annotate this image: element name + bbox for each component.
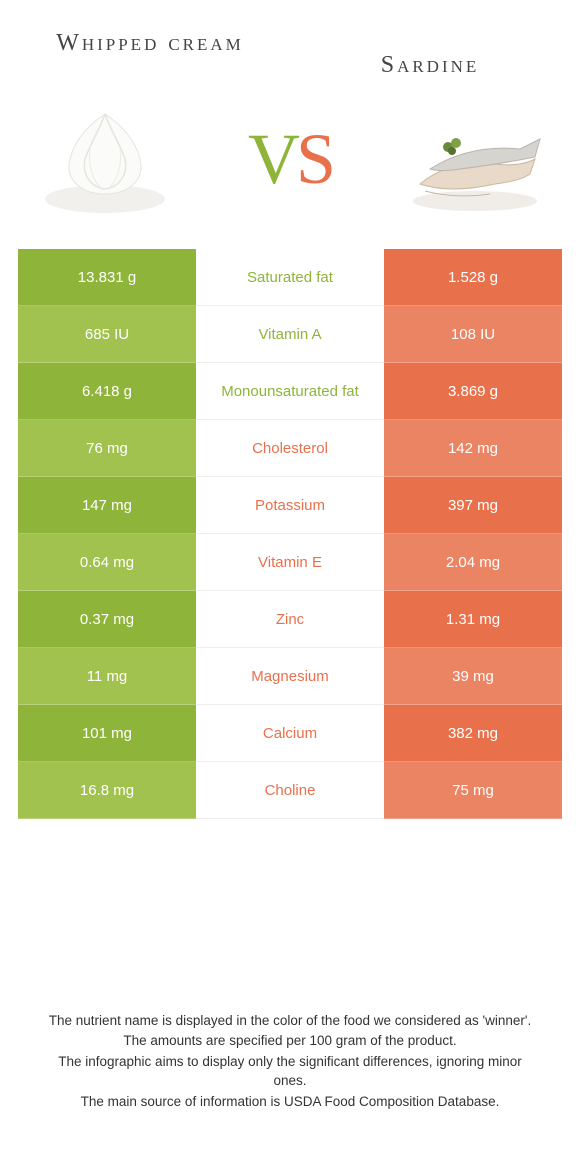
left-value: 76 mg (18, 420, 196, 477)
food-title-left: Whipped cream (50, 30, 250, 79)
nutrient-label: Choline (196, 762, 384, 819)
nutrient-label: Vitamin E (196, 534, 384, 591)
table-row: 0.37 mgZinc1.31 mg (18, 591, 562, 648)
table-row: 101 mgCalcium382 mg (18, 705, 562, 762)
vs-label: VS (248, 118, 332, 201)
table-row: 6.418 gMonounsaturated fat3.869 g (18, 363, 562, 420)
nutrient-label: Saturated fat (196, 249, 384, 306)
table-row: 16.8 mgCholine75 mg (18, 762, 562, 819)
table-row: 685 IUVitamin A108 IU (18, 306, 562, 363)
nutrient-label: Calcium (196, 705, 384, 762)
left-value: 16.8 mg (18, 762, 196, 819)
hero-row: VS (0, 89, 580, 249)
nutrient-label: Monounsaturated fat (196, 363, 384, 420)
left-value: 11 mg (18, 648, 196, 705)
right-value: 1.31 mg (384, 591, 562, 648)
right-value: 39 mg (384, 648, 562, 705)
footnote-line: The amounts are specified per 100 gram o… (40, 1032, 540, 1051)
sardine-icon (400, 99, 550, 219)
right-value: 3.869 g (384, 363, 562, 420)
nutrient-table: 13.831 gSaturated fat1.528 g685 IUVitami… (18, 249, 562, 819)
right-value: 142 mg (384, 420, 562, 477)
nutrient-label: Vitamin A (196, 306, 384, 363)
left-value: 0.64 mg (18, 534, 196, 591)
nutrient-label: Zinc (196, 591, 384, 648)
table-row: 13.831 gSaturated fat1.528 g (18, 249, 562, 306)
right-value: 382 mg (384, 705, 562, 762)
left-value: 6.418 g (18, 363, 196, 420)
footnote-line: The main source of information is USDA F… (40, 1093, 540, 1112)
footnotes: The nutrient name is displayed in the co… (0, 1012, 580, 1114)
right-value: 75 mg (384, 762, 562, 819)
right-value: 397 mg (384, 477, 562, 534)
right-value: 108 IU (384, 306, 562, 363)
left-value: 101 mg (18, 705, 196, 762)
nutrient-label: Potassium (196, 477, 384, 534)
food-title-right: Sardine (330, 52, 530, 79)
nutrient-label: Cholesterol (196, 420, 384, 477)
header: Whipped cream Sardine (0, 0, 580, 89)
left-value: 685 IU (18, 306, 196, 363)
vs-s: S (296, 118, 332, 201)
table-row: 0.64 mgVitamin E2.04 mg (18, 534, 562, 591)
right-value: 1.528 g (384, 249, 562, 306)
table-row: 11 mgMagnesium39 mg (18, 648, 562, 705)
right-value: 2.04 mg (384, 534, 562, 591)
footnote-line: The infographic aims to display only the… (40, 1053, 540, 1091)
table-row: 76 mgCholesterol142 mg (18, 420, 562, 477)
vs-v: V (248, 118, 296, 201)
left-value: 147 mg (18, 477, 196, 534)
left-value: 13.831 g (18, 249, 196, 306)
whipped-cream-icon (30, 99, 180, 219)
footnote-line: The nutrient name is displayed in the co… (40, 1012, 540, 1031)
nutrient-label: Magnesium (196, 648, 384, 705)
left-value: 0.37 mg (18, 591, 196, 648)
table-row: 147 mgPotassium397 mg (18, 477, 562, 534)
